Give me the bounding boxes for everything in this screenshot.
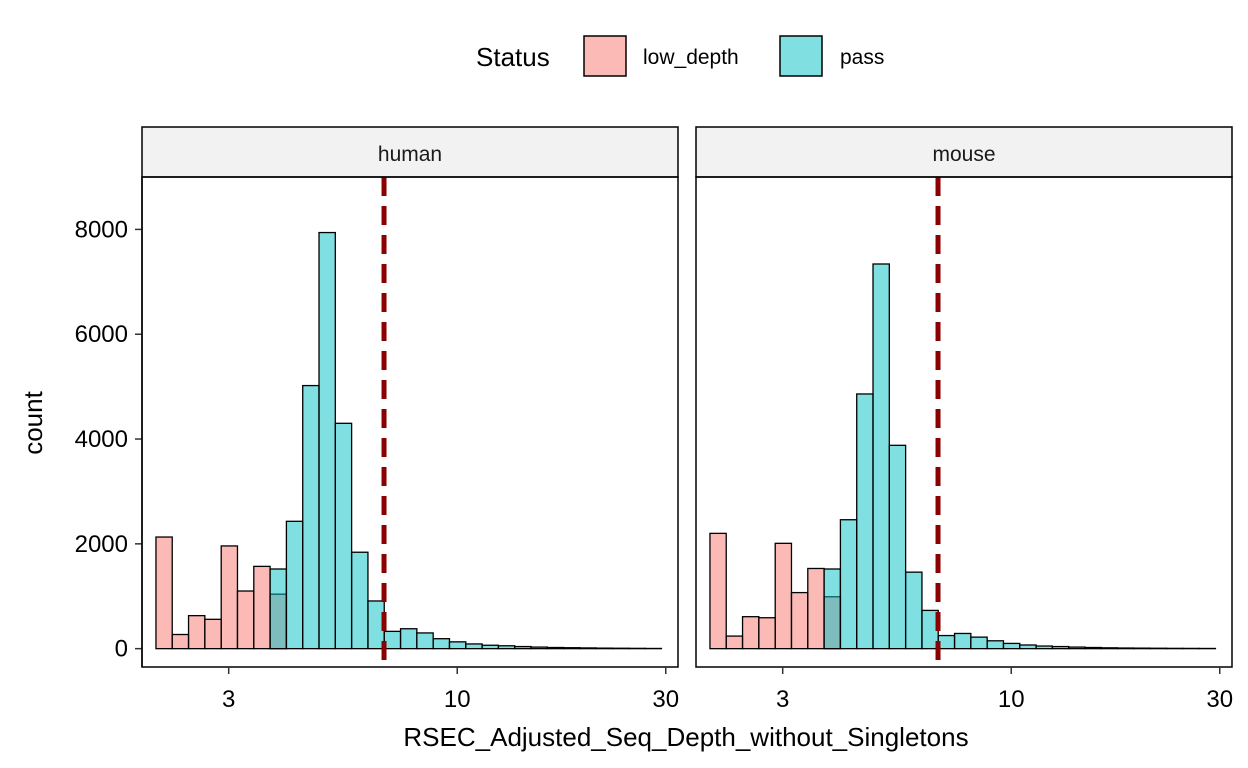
histogram-bar-pass — [432, 638, 451, 650]
strip-background — [695, 126, 1233, 178]
facet-human: human 3 10 30 — [141, 126, 679, 713]
histogram-bar-low-depth — [741, 616, 760, 650]
histogram-bar-pass — [1035, 645, 1054, 650]
y-tick-label: 4000 — [75, 426, 128, 453]
histogram-bar-pass — [318, 231, 336, 650]
legend-label-pass: pass — [840, 46, 884, 69]
histogram-bar-pass — [823, 568, 842, 650]
y-tick-label: 8000 — [75, 216, 128, 243]
histogram-bar-pass — [1084, 646, 1102, 650]
histogram-bar-low-depth — [709, 532, 727, 650]
histogram-bar-pass — [497, 645, 516, 650]
histogram-bar-pass — [986, 640, 1005, 650]
histogram-bar-pass — [888, 444, 907, 650]
y-tick-label: 2000 — [75, 531, 128, 558]
histogram-bar-pass — [448, 641, 467, 650]
histogram-bar-low-depth — [220, 545, 239, 650]
histogram-bar-low-depth — [790, 591, 809, 650]
strip-label-human: human — [378, 143, 442, 166]
histogram-bar-low-depth — [236, 590, 255, 650]
y-axis: count 0 2000 4000 6000 8000 — [18, 177, 143, 667]
histogram-bar-pass — [481, 644, 500, 650]
histogram-bar-pass — [399, 628, 418, 650]
histogram-bar-pass — [334, 422, 353, 650]
histogram-bar-pass — [1100, 647, 1119, 650]
histogram-bar-pass — [1133, 647, 1151, 650]
x-tick-label: 3 — [222, 686, 235, 713]
x-tick-group-mouse: 3 10 30 — [776, 667, 1233, 713]
histogram-bar-pass — [269, 568, 288, 650]
legend: Status low_depth pass — [476, 35, 884, 77]
x-tick-label: 30 — [652, 686, 679, 713]
histogram-bar-pass — [1051, 645, 1070, 650]
histogram-bar-pass — [302, 384, 320, 650]
y-tick-label: 0 — [115, 636, 128, 663]
panel-border-human — [141, 176, 679, 668]
bars-human — [155, 231, 663, 650]
histogram-bar-low-depth — [253, 565, 271, 650]
y-tick-group: 0 2000 4000 6000 8000 — [75, 177, 143, 667]
y-axis-title: count — [18, 390, 48, 454]
histogram-bar-low-depth — [171, 633, 190, 650]
histogram-bar-pass — [546, 646, 565, 650]
histogram-bar-pass — [904, 571, 923, 650]
x-tick-label: 10 — [444, 686, 471, 713]
histogram-bar-low-depth — [155, 536, 173, 650]
histogram-bar-pass — [416, 632, 434, 650]
histogram-bar-low-depth — [807, 567, 825, 650]
histogram-bar-pass — [383, 630, 402, 650]
histogram-bar-pass — [1068, 646, 1086, 650]
histogram-bar-pass — [937, 634, 956, 650]
y-tick-label: 6000 — [75, 321, 128, 348]
panel-border-mouse — [695, 176, 1233, 668]
histogram-bar-pass — [953, 632, 972, 650]
histogram-bar-pass — [970, 636, 988, 650]
histogram-bar-pass — [514, 645, 532, 650]
histogram-bar-pass — [1002, 642, 1021, 650]
facet-mouse: mouse 3 10 30 — [695, 126, 1233, 713]
histogram-bar-pass — [595, 647, 614, 650]
x-axis-title: RSEC_Adjusted_Seq_Depth_without_Singleto… — [403, 722, 968, 752]
x-tick-label: 3 — [776, 686, 789, 713]
histogram-bar-low-depth — [725, 635, 744, 650]
legend-label-low-depth: low_depth — [643, 46, 739, 69]
legend-key-pass — [779, 35, 823, 77]
x-tick-label: 30 — [1206, 686, 1233, 713]
histogram-bar-low-depth — [774, 542, 793, 650]
histogram-bar-low-depth — [758, 617, 776, 650]
histogram-bar-low-depth — [204, 618, 222, 650]
histogram-bar-pass — [530, 646, 548, 650]
histogram-bar-pass — [465, 643, 483, 650]
histogram-bar-pass — [872, 263, 890, 650]
histogram-bar-pass — [1116, 647, 1135, 650]
histogram-bar-pass — [579, 647, 597, 650]
x-tick-group-human: 3 10 30 — [222, 667, 679, 713]
histogram-bar-pass — [1019, 644, 1037, 650]
strip-label-mouse: mouse — [932, 143, 995, 166]
histogram-bar-pass — [839, 519, 858, 650]
histogram-bar-pass — [856, 393, 874, 650]
legend-key-low-depth — [583, 35, 627, 77]
histogram-bar-low-depth — [187, 614, 206, 650]
histogram-bar-pass — [350, 551, 369, 650]
histogram-bar-pass — [285, 520, 304, 650]
legend-title: Status — [476, 42, 550, 72]
x-tick-label: 10 — [998, 686, 1025, 713]
histogram-bar-pass — [562, 647, 581, 650]
bars-mouse — [709, 263, 1217, 650]
